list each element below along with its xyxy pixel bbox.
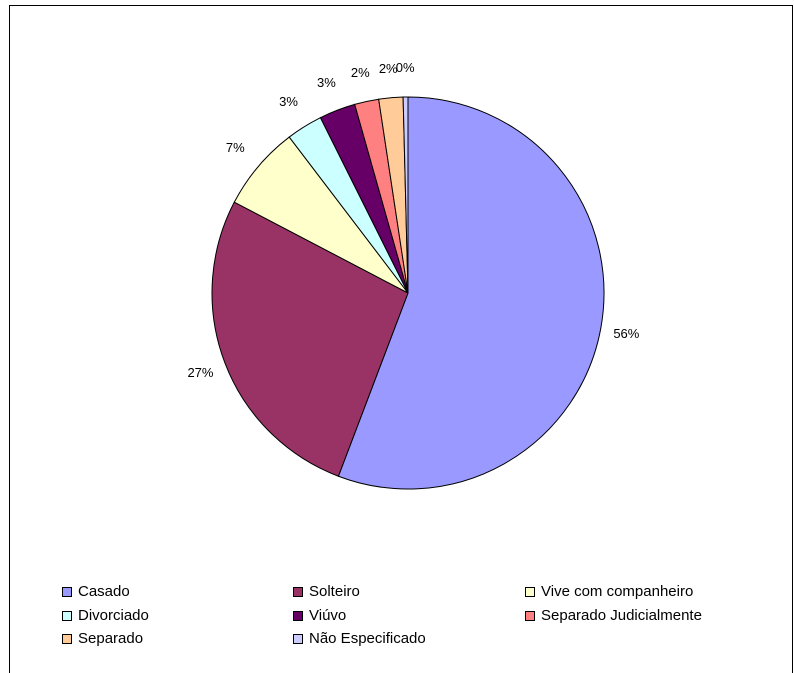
legend-label: Casado bbox=[78, 583, 130, 600]
data-label-1: 56% bbox=[613, 326, 639, 341]
legend-swatch bbox=[525, 586, 535, 597]
data-label-3: 7% bbox=[226, 140, 245, 155]
legend-item-4: Divorciado bbox=[62, 607, 149, 624]
data-label-2: 27% bbox=[187, 365, 213, 380]
legend-swatch bbox=[293, 610, 303, 621]
pie-slice-1 bbox=[337, 96, 605, 490]
legend-label: Separado Judicialmente bbox=[541, 607, 702, 624]
legend-swatch bbox=[525, 610, 535, 621]
data-label-4: 3% bbox=[279, 94, 298, 109]
legend-label: Vive com companheiro bbox=[541, 583, 694, 600]
pie-slice-8 bbox=[402, 96, 409, 294]
pie-slice-2 bbox=[211, 201, 409, 477]
legend-item-3: Vive com companheiro bbox=[525, 583, 693, 600]
data-label-7: 2% bbox=[379, 61, 398, 76]
legend-label: Solteiro bbox=[309, 583, 360, 600]
legend-item-1: Casado bbox=[62, 583, 130, 600]
data-label-5: 3% bbox=[317, 75, 336, 90]
legend-item-7: Separado bbox=[62, 630, 143, 647]
legend-item-8: Não Especificado bbox=[293, 630, 426, 647]
data-label-8: 0% bbox=[396, 60, 415, 75]
legend-item-2: Solteiro bbox=[293, 583, 360, 600]
legend-label: Viúvo bbox=[309, 607, 347, 624]
legend-label: Separado bbox=[78, 630, 144, 647]
legend-swatch bbox=[62, 610, 72, 621]
legend-swatch bbox=[62, 586, 72, 597]
legend-label: Não Especificado bbox=[309, 630, 426, 647]
data-label-6: 2% bbox=[351, 65, 370, 80]
legend-label: Divorciado bbox=[78, 607, 149, 624]
legend-swatch bbox=[293, 633, 303, 644]
legend-swatch bbox=[293, 586, 303, 597]
legend-item-6: Separado Judicialmente bbox=[525, 607, 702, 624]
legend-swatch bbox=[62, 633, 72, 644]
legend-item-5: Viúvo bbox=[293, 607, 346, 624]
